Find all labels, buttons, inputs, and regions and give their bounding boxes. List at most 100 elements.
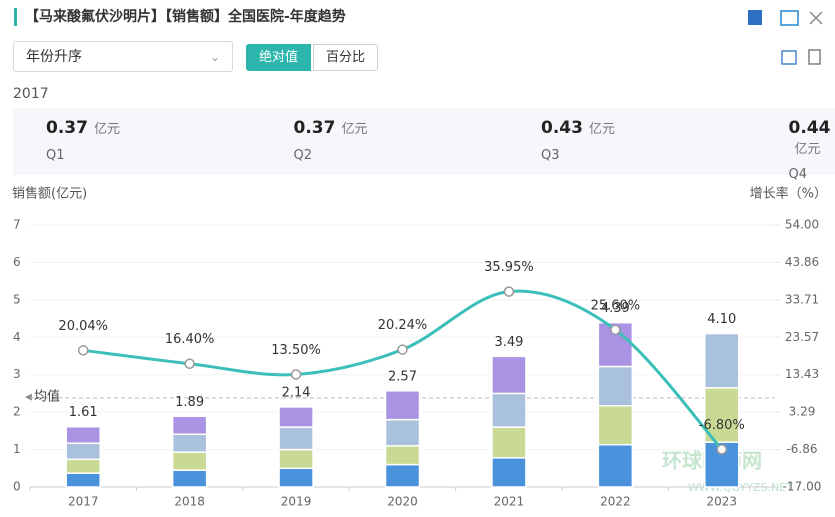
growth-point (610, 324, 621, 336)
card-value: 0.44 (788, 118, 831, 138)
card-row: Q4 (789, 163, 835, 182)
y-tick-label: 1 (13, 442, 21, 456)
x-tick-label: 2019 (281, 495, 312, 509)
card-value: 0.37 (46, 118, 88, 138)
y-tick-label: 3 (13, 367, 21, 381)
card-row: Q2 (294, 144, 368, 163)
y-tick-label: 5 (13, 292, 21, 306)
y2-tick-label: -6.86 (786, 442, 817, 456)
y2-tick-label: 33.71 (785, 292, 819, 306)
y-tick-label: 0 (13, 480, 21, 494)
bar-segment (597, 405, 634, 446)
bar-segment (704, 332, 740, 389)
card-value: 0.43 (541, 118, 583, 138)
x-tick-label: 2020 (387, 495, 418, 509)
toolbar-icons (748, 10, 823, 26)
bar-segment (278, 406, 314, 428)
mean-label: 均值 (34, 388, 60, 404)
card-label: Q2 (293, 148, 313, 163)
y-tick-label: 7 (13, 218, 21, 232)
card-row: Q3 (541, 144, 615, 163)
total-label: 4.39 (601, 301, 630, 316)
growth-label: 35.95% (484, 260, 534, 275)
bar-segment (65, 472, 101, 488)
summary-card: 0.37 亿元 Q1 (46, 118, 120, 163)
growth-point (290, 369, 302, 380)
bar-segment (171, 451, 208, 471)
bar-segment (65, 442, 101, 461)
bar-segment (384, 445, 421, 466)
card-unit: 亿元 (93, 122, 120, 137)
y2-tick-label: 3.29 (789, 405, 816, 419)
y-axis-title: 销售额(亿元) (12, 186, 87, 202)
bar-segment (65, 425, 101, 444)
x-tick-label: 2017 (68, 495, 99, 509)
close-icon[interactable] (809, 11, 823, 25)
growth-label: 13.50% (271, 343, 321, 358)
growth-label: -6.80% (699, 418, 745, 433)
growth-label: 20.04% (58, 319, 108, 334)
total-label: 4.10 (707, 312, 736, 327)
bar-segment (491, 355, 527, 395)
bar-segment (384, 418, 421, 447)
y-tick-label: 4 (13, 330, 21, 344)
bar-segment (491, 392, 527, 428)
mode-button[interactable]: 绝对值 (246, 44, 312, 71)
bar-segment (491, 457, 527, 488)
y2-tick-label: 13.43 (785, 367, 819, 381)
bar-segment (597, 443, 634, 488)
year-label: 2017 (13, 86, 49, 102)
growth-label: 16.40% (165, 332, 215, 347)
y2-tick-label: 54.00 (785, 218, 819, 232)
bar-segment (171, 433, 208, 453)
total-label: 1.89 (175, 395, 204, 410)
total-label: 1.61 (69, 405, 98, 420)
y-tick-label: 2 (13, 405, 21, 419)
growth-point (397, 344, 408, 355)
card-label: Q4 (788, 167, 808, 182)
card-value: 0.37 (293, 118, 336, 138)
card-label: Q1 (46, 148, 65, 163)
card-unit: 亿元 (588, 122, 615, 137)
page-title: 【马来酸氟伏沙明片】【销售额】全国医院-年度趋势 (14, 8, 346, 26)
bar-segment (171, 415, 208, 435)
bar-segment (278, 426, 314, 451)
total-label: 2.57 (388, 369, 417, 384)
mode-button[interactable]: 百分比 (313, 44, 379, 71)
chart-view-icon[interactable] (781, 50, 797, 65)
summary-panel (13, 108, 835, 175)
card-label: Q3 (541, 148, 560, 163)
mean-marker: ◀ (25, 393, 32, 403)
total-label: 3.49 (494, 335, 523, 350)
growth-point (184, 358, 195, 369)
bar-segment (597, 365, 634, 407)
y2-tick-label: 23.57 (785, 330, 819, 344)
dropdown-arrow: ⌄ (209, 50, 220, 64)
image-icon[interactable] (780, 10, 799, 26)
y2-tick-label: 43.86 (785, 255, 819, 269)
y-tick-label: 6 (13, 255, 21, 269)
card-unit: 亿元 (341, 122, 368, 137)
x-tick-label: 2022 (600, 495, 631, 509)
bar-segment (491, 426, 527, 459)
bar-segment (278, 467, 314, 488)
card-unit: 亿元 (794, 142, 821, 157)
excel-icon[interactable] (748, 10, 762, 25)
sort-select[interactable]: 年份升序 ⌄ (13, 41, 233, 72)
view-icons (781, 49, 821, 65)
growth-point (716, 444, 728, 455)
growth-label: 25.60% (591, 298, 641, 313)
y2-tick-label: -17.00 (783, 480, 822, 494)
summary-card: 0.37 亿元 Q2 (294, 118, 368, 163)
table-view-icon[interactable] (808, 49, 821, 65)
x-tick-label: 2018 (174, 495, 205, 509)
growth-point (77, 345, 89, 356)
x-tick-label: 2023 (707, 495, 738, 509)
card-row: Q1 (46, 144, 120, 163)
growth-point (503, 286, 515, 297)
summary-card: 0.43 亿元 Q3 (541, 118, 615, 163)
bar-segment (384, 390, 421, 421)
total-label: 2.14 (282, 385, 311, 400)
